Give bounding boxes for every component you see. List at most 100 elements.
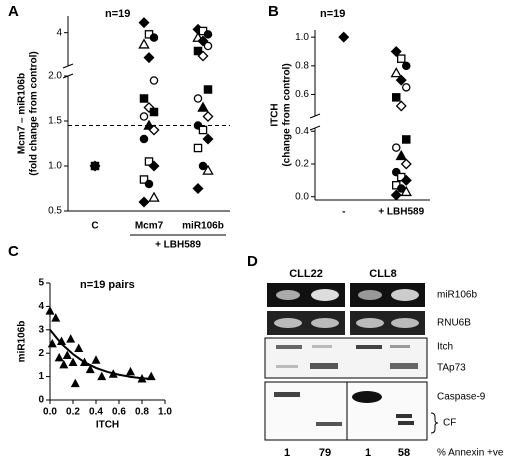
point <box>143 52 155 64</box>
x-tick-label: C <box>91 221 98 232</box>
point <box>401 83 411 92</box>
point <box>400 158 412 170</box>
band <box>274 318 302 328</box>
lane-label: CLL8 <box>369 268 397 280</box>
point <box>149 76 159 85</box>
point <box>203 41 213 51</box>
y-tick-label: 2.0 <box>48 71 62 82</box>
x-tick-label: + LBH589 <box>378 207 424 218</box>
band <box>276 290 300 300</box>
band <box>274 392 300 397</box>
point <box>400 174 412 186</box>
y-tick-label: 4 <box>38 301 44 312</box>
y-tick-label: 1 <box>38 371 44 382</box>
panel-letter: B <box>268 3 279 20</box>
point <box>401 61 411 71</box>
blot-box <box>264 381 348 441</box>
point <box>139 175 149 184</box>
x-tick-label: 0.2 <box>66 407 80 418</box>
subtitle: n=19 <box>320 8 345 20</box>
y-tick-label: 3 <box>38 324 44 335</box>
point <box>59 359 69 369</box>
point <box>62 350 72 360</box>
point <box>51 313 61 322</box>
point <box>148 191 160 202</box>
point <box>390 45 402 58</box>
band <box>356 345 382 349</box>
point <box>390 67 402 78</box>
point <box>197 101 209 112</box>
x-tick-label: 0.8 <box>135 407 149 418</box>
row-label: Caspase-9 <box>437 392 486 403</box>
point <box>197 50 209 62</box>
band <box>312 345 332 348</box>
point <box>396 54 406 63</box>
annexin-value: 58 <box>398 447 410 459</box>
point <box>66 334 76 343</box>
y-tick-label: 5 <box>38 278 44 289</box>
row-label: miR106b <box>437 290 477 301</box>
point <box>148 124 160 136</box>
point <box>193 143 203 153</box>
point <box>395 74 407 86</box>
x-tick-label: Mcm7 <box>135 221 164 232</box>
point <box>202 133 214 145</box>
point <box>395 149 407 161</box>
point <box>198 161 208 171</box>
panel-letter: D <box>247 253 258 270</box>
axis-break <box>309 125 321 131</box>
band <box>276 345 302 349</box>
point <box>149 33 159 42</box>
band <box>276 365 298 368</box>
point <box>400 185 412 197</box>
point <box>144 179 154 189</box>
y-tick-label: 1.0 <box>48 161 62 172</box>
point <box>54 352 64 362</box>
point <box>90 161 100 171</box>
panel-letter: C <box>8 243 19 260</box>
row-label: RNU6B <box>437 318 471 329</box>
y-tick-label: 0.6 <box>295 89 309 100</box>
band <box>356 318 384 328</box>
band <box>390 363 418 369</box>
point <box>391 143 401 152</box>
y-axis-label: ITCH <box>270 103 281 126</box>
point <box>74 343 84 353</box>
subtitle: n=19 <box>105 8 130 20</box>
band <box>391 289 419 301</box>
x-tick-label: 0.4 <box>89 407 103 418</box>
point <box>91 355 101 364</box>
point <box>395 100 407 112</box>
point <box>68 357 78 367</box>
y-tick-label: 2 <box>38 348 44 359</box>
row-label: Itch <box>437 342 453 353</box>
point <box>192 182 204 195</box>
point <box>144 157 154 166</box>
x-tick-label: 0.0 <box>43 407 57 418</box>
axis-break <box>309 113 321 119</box>
point <box>338 31 350 43</box>
band <box>316 422 342 426</box>
group-label: + LBH589 <box>155 240 201 251</box>
y-tick-label: 1.5 <box>48 116 62 127</box>
point <box>138 196 150 208</box>
band <box>398 421 414 425</box>
y-axis-label: miR106b <box>17 321 28 363</box>
point <box>85 364 95 374</box>
y-tick-label: 0.8 <box>295 60 309 71</box>
band <box>396 414 412 418</box>
band <box>358 290 382 300</box>
lane-label: CLL22 <box>289 268 323 280</box>
point <box>390 189 402 201</box>
point <box>139 134 149 144</box>
axis-break <box>62 63 74 69</box>
x-tick-label: 0.6 <box>112 407 126 418</box>
annexin-label: % Annexin +ve <box>437 448 504 459</box>
annexin-value: 79 <box>319 447 331 459</box>
annexin-value: 1 <box>284 447 290 459</box>
point <box>148 160 160 172</box>
point <box>193 46 203 56</box>
y-axis-label: (fold change from control) <box>29 51 40 175</box>
point <box>139 112 149 121</box>
row-label: TAp73 <box>437 363 466 374</box>
